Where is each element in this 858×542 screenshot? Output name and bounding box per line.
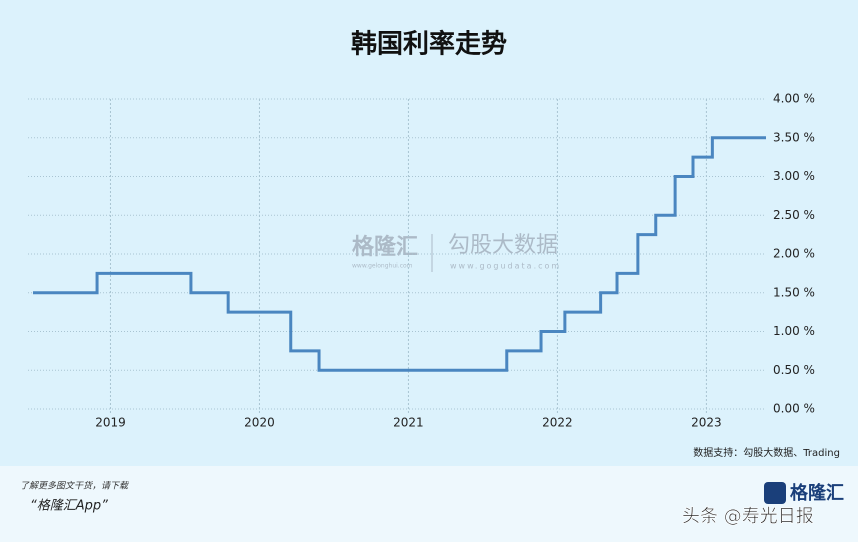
y-tick-label: 2.50 % [773,208,815,222]
footer-background [0,466,858,542]
footer-credit: 头条 @寿光日报 [682,506,814,527]
footer-note: 了解更多图文干货，请下载 [20,481,129,492]
y-tick-label: 4.00 % [773,92,815,106]
y-tick-label: 3.00 % [773,169,815,183]
watermark-brand: 格隆汇 [352,234,418,260]
watermark: 格隆汇 www.gelonghui.com 勾股大数据 www.gogudata… [352,233,561,272]
x-tick-label: 2022 [542,416,573,430]
x-tick-label: 2023 [691,416,722,430]
source: 数据支持：勾股大数据、Trading [693,446,840,459]
logo-icon [764,482,786,504]
chart-title: 韩国利率走势 [351,29,507,60]
x-tick-label: 2019 [95,416,126,430]
x-tick-label: 2021 [393,416,424,430]
watermark-brand-url: www.gelonghui.com [352,263,413,270]
rate-line [33,136,766,372]
footer-app: “格隆汇App” [30,499,108,514]
watermark-partner-url: www.gogudata.com [450,262,561,271]
x-tick-label: 2020 [244,416,275,430]
y-tick-label: 0.50 % [773,363,815,377]
footer-logo: 格隆汇 [790,482,844,504]
y-tick-label: 1.50 % [773,285,815,299]
y-tick-label: 2.00 % [773,247,815,261]
y-tick-label: 1.00 % [773,324,815,338]
y-tick-label: 3.50 % [773,130,815,144]
y-tick-label: 0.00 % [773,402,815,416]
